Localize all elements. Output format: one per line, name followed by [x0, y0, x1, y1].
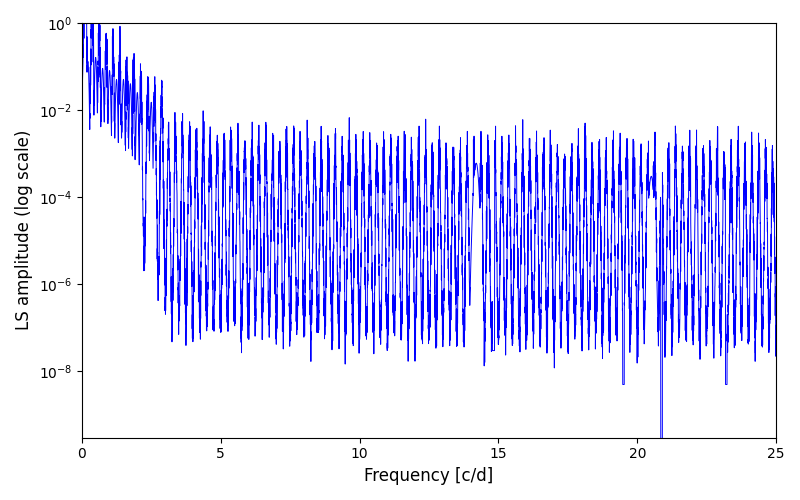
Y-axis label: LS amplitude (log scale): LS amplitude (log scale) — [15, 130, 33, 330]
X-axis label: Frequency [c/d]: Frequency [c/d] — [364, 467, 494, 485]
